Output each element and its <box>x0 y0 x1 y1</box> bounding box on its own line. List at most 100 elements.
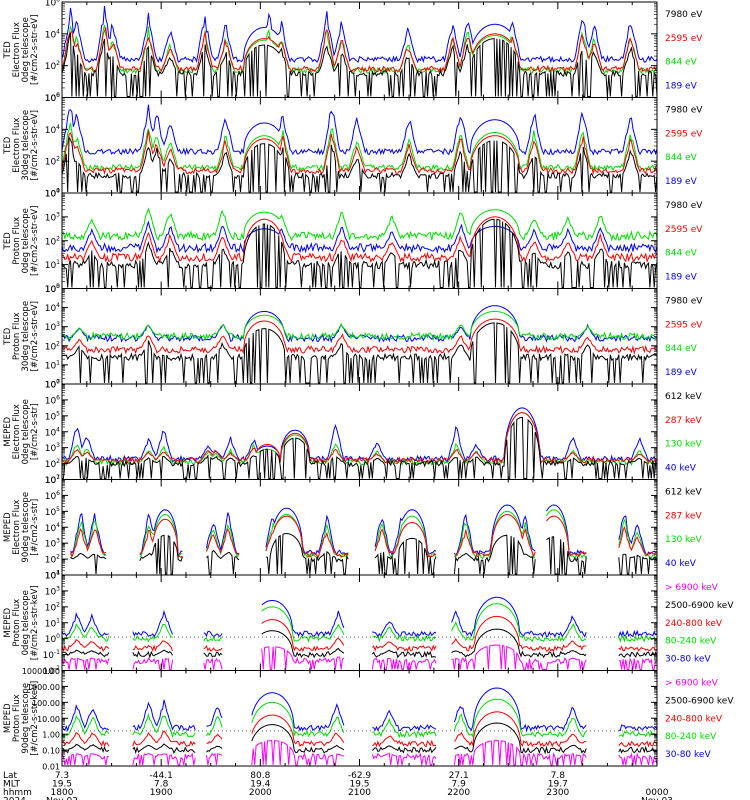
y-tick-label: 105 <box>45 283 60 295</box>
panel-legend: 189 eV 844 eV 2595 eV 7980 eV <box>665 297 703 379</box>
time-axis-value: 19.5 <box>349 780 369 790</box>
y-tick-label: 104 <box>45 570 60 582</box>
panel-legend: 40 keV 130 keV 287 keV 612 keV <box>665 392 702 474</box>
y-axis-label: Electron Flux <box>12 22 22 77</box>
time-axis-value: 7.3 <box>55 771 69 781</box>
time-axis-value: 19.4 <box>250 780 270 790</box>
y-tick-label: 103 <box>45 442 60 454</box>
time-axis-value: -62.9 <box>348 771 372 781</box>
y-tick-label: 101 <box>45 617 60 629</box>
y-tick-label: 105 <box>45 506 60 518</box>
time-axis-value: 2300 <box>546 788 569 798</box>
y-tick-label: 101 <box>45 474 60 486</box>
y-tick-label: 101 <box>45 359 60 371</box>
y-tick-label: 1.00 <box>42 731 60 740</box>
series-line <box>62 628 657 659</box>
chart-panel: 100 102 104 106 TED Electron Flux 30deg telesc… <box>3 92 703 200</box>
y-axis-label: 30deg telescope <box>21 301 31 372</box>
legend-entry: 612 keV <box>665 488 702 498</box>
chart-panel: 100 101 102 103 104 TED Proton Flux 0deg telesc… <box>3 188 703 296</box>
panel-series-group <box>70 504 657 575</box>
legend-entry: 240-800 keV <box>665 619 723 629</box>
y-tick-label: 102 <box>45 554 60 566</box>
legend-entry: 189 eV <box>665 273 698 283</box>
legend-entry: > 6900 keV <box>665 679 719 689</box>
y-axis-label: MEPED <box>3 512 13 542</box>
legend-entry: 7980 eV <box>665 201 703 211</box>
y-tick-label: 100 <box>45 92 60 104</box>
time-axis-value: 19.7 <box>548 780 568 790</box>
legend-entry: 287 keV <box>665 511 702 521</box>
chart-panel: 100 101 102 103 104 105 TED Proton Flux 30deg te… <box>3 283 703 391</box>
panel-series-group <box>62 407 657 479</box>
chart-panel: 0.01 0.10 1.00 10.00 100.00 1000.00 10000.00 ME… <box>3 667 734 772</box>
y-tick-label: 102 <box>45 156 60 168</box>
time-axis-row-label: 2024 <box>3 797 26 800</box>
chart-panel: 101 102 103 104 105 106 107 MEPED Electron Flux 0… <box>3 379 702 487</box>
legend-entry: 7980 eV <box>665 297 703 307</box>
series-line <box>62 739 657 766</box>
y-tick-label: 10000.00 <box>22 667 60 676</box>
y-axis-label: Electron Flux <box>12 404 22 459</box>
legend-entry: 240-800 keV <box>665 714 723 724</box>
y-axis-label: [#/cm2-s-str-eV] <box>30 110 40 180</box>
legend-entry: 2595 eV <box>665 320 703 330</box>
series-line <box>62 596 657 638</box>
legend-entry: 189 eV <box>665 177 698 187</box>
panel-series-group <box>62 305 657 384</box>
y-axis-label: MEPED <box>3 607 13 637</box>
legend-entry: 2500-6900 keV <box>665 601 734 611</box>
series-line <box>62 687 657 733</box>
series-line <box>62 122 657 172</box>
series-line <box>62 412 657 467</box>
legend-entry: 30-80 keV <box>665 655 711 665</box>
chart-panel: 10-2 10-1 100 101 102 103 104 MEPED Proton Flux 0… <box>3 570 734 678</box>
series-line <box>62 722 657 755</box>
y-axis-label: MEPED <box>3 416 13 446</box>
y-tick-label: 107 <box>45 474 60 486</box>
y-axis-label: Proton Flux <box>12 217 22 265</box>
panel-series-group <box>62 104 657 193</box>
panel-series-group <box>62 207 657 288</box>
legend-entry: 844 eV <box>665 153 698 163</box>
chart-panel: 101 102 103 104 105 106 107 MEPED Electron Flux 9… <box>3 474 702 582</box>
y-tick-label: 1000.00 <box>27 683 60 692</box>
y-axis-label: 0deg telescope <box>21 399 31 464</box>
series-line <box>62 407 657 463</box>
legend-entry: 130 keV <box>665 440 702 450</box>
series-line <box>62 698 657 739</box>
legend-entry: 189 eV <box>665 82 698 92</box>
y-tick-label: 104 <box>45 426 60 438</box>
legend-entry: 2595 eV <box>665 34 703 44</box>
legend-entry: 2595 eV <box>665 129 703 139</box>
y-tick-label: 10-2 <box>43 665 61 677</box>
panel-legend: 189 eV 844 eV 2595 eV 7980 eV <box>665 201 703 283</box>
y-tick-label: 102 <box>45 340 60 352</box>
panel-series-group <box>62 596 657 670</box>
y-tick-label: 104 <box>45 28 60 40</box>
y-tick-label: 106 <box>45 0 60 9</box>
time-axis-value: 7.8 <box>551 771 566 781</box>
series-line <box>62 412 657 465</box>
legend-entry: 287 keV <box>665 416 702 426</box>
y-axis-label: [#/cm2-s-str-eV] <box>30 301 40 371</box>
y-tick-label: 101 <box>45 259 60 271</box>
time-axis-value: 1900 <box>150 788 173 798</box>
y-axis-label: Electron Flux <box>12 118 22 173</box>
legend-entry: 844 eV <box>665 249 698 259</box>
time-axis-value: 2100 <box>348 788 371 798</box>
legend-entry: 130 keV <box>665 535 702 545</box>
panel-frame <box>61 479 658 576</box>
y-axis-label: 30deg telescope <box>21 110 31 181</box>
y-axis-label: [#/cm2-s-str-keV] <box>30 681 40 756</box>
panel-legend: 40 keV 130 keV 287 keV 612 keV <box>665 488 702 570</box>
panel-series-group <box>62 5 657 97</box>
legend-entry: 844 eV <box>665 344 698 354</box>
legend-entry: 612 keV <box>665 392 702 402</box>
series-line <box>62 207 657 242</box>
time-axis-value: 0000 <box>646 788 669 798</box>
legend-entry: 30-80 keV <box>665 750 711 760</box>
series-line <box>62 711 657 748</box>
y-tick-label: 0.01 <box>42 763 60 772</box>
